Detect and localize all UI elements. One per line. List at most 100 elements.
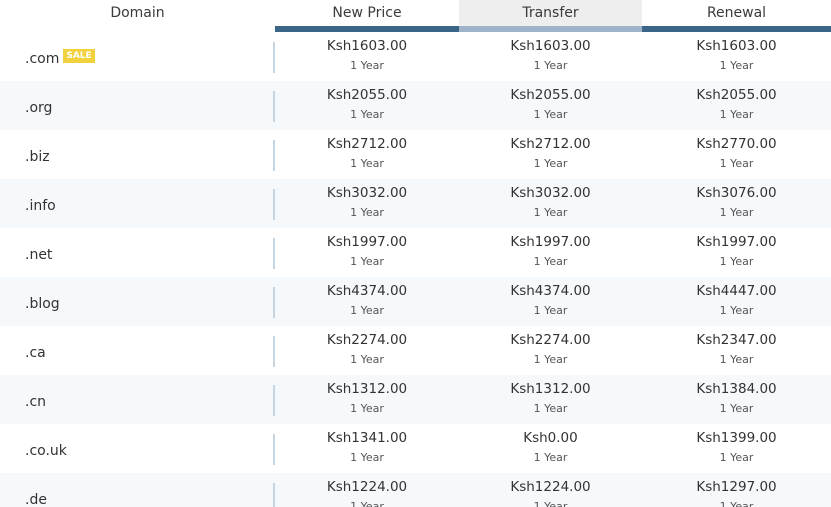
renewal-price: Ksh1297.00 (696, 479, 777, 495)
new-price-price: Ksh2274.00 (326, 332, 408, 348)
transfer-price: Ksh4374.00 (510, 283, 591, 299)
new-price-price: Ksh1997.00 (326, 234, 408, 250)
domain-cell: .net (0, 228, 275, 277)
table-row: .cn Ksh1312.00 1 Year Ksh1312.00 1 Year Ksh13… (0, 375, 831, 424)
domain-tld: .blog (25, 295, 60, 312)
new-price-price: Ksh1341.00 (326, 430, 408, 446)
new-price-term: 1 Year (350, 451, 384, 464)
renewal-cell: Ksh1297.00 1 Year (642, 473, 831, 507)
renewal-term: 1 Year (719, 500, 754, 507)
new-price-cell: Ksh2274.00 1 Year (275, 326, 459, 375)
new-price-price: Ksh3032.00 (326, 185, 408, 201)
new-price-price: Ksh2055.00 (326, 87, 408, 103)
renewal-price: Ksh1384.00 (696, 381, 777, 397)
tab-new-price[interactable]: New Price (275, 0, 459, 32)
table-row: .biz Ksh2712.00 1 Year Ksh2712.00 1 Year Ksh2… (0, 130, 831, 179)
table-row: .co.uk Ksh1341.00 1 Year Ksh0.00 1 Year Ksh13… (0, 424, 831, 473)
new-price-term: 1 Year (350, 304, 384, 317)
transfer-term: 1 Year (533, 59, 568, 72)
renewal-price: Ksh1399.00 (696, 430, 777, 446)
domain-cell: .co.uk (0, 424, 275, 473)
new-price-cell: Ksh1224.00 1 Year (275, 473, 459, 507)
renewal-price: Ksh2770.00 (696, 136, 777, 152)
new-price-cell: Ksh2712.00 1 Year (275, 130, 459, 179)
tab-renewal[interactable]: Renewal (642, 0, 831, 32)
table-header: Domain New Price Transfer Renewal (0, 0, 831, 32)
table-row: .blog Ksh4374.00 1 Year Ksh4374.00 1 Year Ksh… (0, 277, 831, 326)
table-row: .org Ksh2055.00 1 Year Ksh2055.00 1 Year Ksh2… (0, 81, 831, 130)
transfer-price: Ksh1997.00 (510, 234, 591, 250)
transfer-price: Ksh1224.00 (510, 479, 591, 495)
transfer-cell: Ksh2055.00 1 Year (459, 81, 642, 130)
transfer-term: 1 Year (533, 451, 568, 464)
new-price-term: 1 Year (350, 353, 384, 366)
transfer-cell: Ksh1603.00 1 Year (459, 32, 642, 81)
transfer-term: 1 Year (533, 353, 568, 366)
renewal-cell: Ksh1603.00 1 Year (642, 32, 831, 81)
renewal-term: 1 Year (719, 451, 754, 464)
transfer-term: 1 Year (533, 108, 568, 121)
domain-cell: .info (0, 179, 275, 228)
domain-tld: .ca (25, 344, 46, 361)
renewal-term: 1 Year (719, 59, 754, 72)
table-body: .com SALE Ksh1603.00 1 Year Ksh1603.00 1 Year… (0, 32, 831, 507)
renewal-price: Ksh2055.00 (696, 87, 777, 103)
tab-transfer[interactable]: Transfer (459, 0, 642, 32)
new-price-cell: Ksh4374.00 1 Year (275, 277, 459, 326)
renewal-cell: Ksh2055.00 1 Year (642, 81, 831, 130)
new-price-term: 1 Year (350, 206, 384, 219)
transfer-term: 1 Year (533, 206, 568, 219)
new-price-term: 1 Year (350, 59, 384, 72)
domain-tld: .biz (25, 148, 50, 165)
new-price-cell: Ksh1341.00 1 Year (275, 424, 459, 473)
table-row: .ca Ksh2274.00 1 Year Ksh2274.00 1 Year Ksh23… (0, 326, 831, 375)
transfer-price: Ksh0.00 (523, 430, 578, 446)
sale-badge: SALE (63, 48, 95, 63)
renewal-cell: Ksh1399.00 1 Year (642, 424, 831, 473)
transfer-cell: Ksh4374.00 1 Year (459, 277, 642, 326)
transfer-price: Ksh2712.00 (510, 136, 591, 152)
new-price-cell: Ksh1603.00 1 Year (275, 32, 459, 81)
domain-cell: .com SALE (0, 32, 275, 81)
domain-cell: .de (0, 473, 275, 507)
transfer-price: Ksh3032.00 (510, 185, 591, 201)
domain-cell: .cn (0, 375, 275, 424)
domain-tld: .co.uk (25, 442, 67, 459)
transfer-price: Ksh1312.00 (510, 381, 591, 397)
transfer-price: Ksh2274.00 (510, 332, 591, 348)
domain-tld: .org (25, 99, 53, 116)
new-price-cell: Ksh2055.00 1 Year (275, 81, 459, 130)
new-price-term: 1 Year (350, 108, 384, 121)
transfer-term: 1 Year (533, 500, 568, 507)
renewal-price: Ksh1603.00 (696, 38, 777, 54)
new-price-price: Ksh1312.00 (326, 381, 408, 397)
transfer-cell: Ksh2274.00 1 Year (459, 326, 642, 375)
new-price-cell: Ksh1997.00 1 Year (275, 228, 459, 277)
domain-tld: .com (25, 50, 60, 67)
domain-tld: .de (25, 491, 47, 507)
transfer-cell: Ksh1312.00 1 Year (459, 375, 642, 424)
transfer-term: 1 Year (533, 157, 568, 170)
new-price-price: Ksh1603.00 (326, 38, 408, 54)
transfer-cell: Ksh1224.00 1 Year (459, 473, 642, 507)
renewal-cell: Ksh1384.00 1 Year (642, 375, 831, 424)
transfer-cell: Ksh0.00 1 Year (459, 424, 642, 473)
renewal-cell: Ksh3076.00 1 Year (642, 179, 831, 228)
transfer-cell: Ksh2712.00 1 Year (459, 130, 642, 179)
transfer-price: Ksh2055.00 (510, 87, 591, 103)
table-row: .net Ksh1997.00 1 Year Ksh1997.00 1 Year Ksh1… (0, 228, 831, 277)
new-price-cell: Ksh1312.00 1 Year (275, 375, 459, 424)
renewal-cell: Ksh1997.00 1 Year (642, 228, 831, 277)
new-price-cell: Ksh3032.00 1 Year (275, 179, 459, 228)
transfer-price: Ksh1603.00 (510, 38, 591, 54)
table-row: .de Ksh1224.00 1 Year Ksh1224.00 1 Year Ksh12… (0, 473, 831, 507)
new-price-term: 1 Year (350, 157, 384, 170)
new-price-price: Ksh4374.00 (326, 283, 408, 299)
renewal-term: 1 Year (719, 402, 754, 415)
domain-cell: .ca (0, 326, 275, 375)
new-price-term: 1 Year (350, 500, 384, 507)
renewal-cell: Ksh4447.00 1 Year (642, 277, 831, 326)
column-header-domain: Domain (110, 5, 165, 21)
transfer-cell: Ksh3032.00 1 Year (459, 179, 642, 228)
